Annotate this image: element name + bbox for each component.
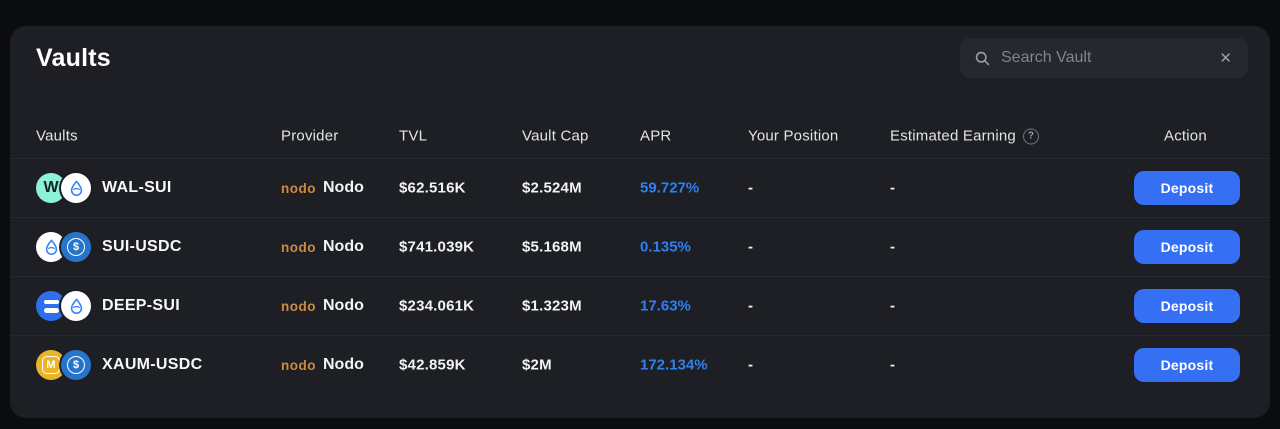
nodo-logo: nodo [281, 357, 316, 373]
table-body: W WAL-SUI nodo Nodo $62.516K $2.524M 59.… [10, 158, 1270, 394]
vault-name-cell: W WAL-SUI [36, 173, 172, 203]
vault-cap-value: $2.524M [522, 179, 582, 197]
table-row: M $ XAUM-USDC nodo Nodo $42.859K $2M 172.… [10, 335, 1270, 394]
vaults-panel: Vaults ✕ Vaults Provider TVL Vault Cap A… [10, 26, 1270, 418]
estimated-earning-value: - [890, 297, 896, 315]
your-position-value: - [748, 179, 754, 197]
page-title: Vaults [36, 44, 111, 72]
vault-cap-value: $5.168M [522, 238, 582, 256]
header-provider: Provider [281, 127, 339, 145]
header-vault-cap: Vault Cap [522, 127, 589, 145]
search-box[interactable]: ✕ [960, 38, 1248, 78]
provider-name: Nodo [323, 179, 364, 196]
vault-name-cell: M $ XAUM-USDC [36, 350, 202, 380]
estimated-earning-value: - [890, 238, 896, 256]
coin-pair: W [36, 173, 91, 203]
search-icon [975, 51, 990, 65]
provider-name: Nodo [323, 297, 364, 314]
tvl-value: $234.061K [399, 297, 475, 315]
vault-name: DEEP-SUI [102, 297, 180, 314]
apr-value: 17.63% [640, 297, 691, 315]
table-header: Vaults Provider TVL Vault Cap APR Your P… [10, 126, 1270, 146]
coin-pair: $ [36, 232, 91, 262]
sui-coin-icon [61, 291, 91, 321]
close-icon[interactable]: ✕ [1219, 49, 1232, 67]
estimated-earning-value: - [890, 356, 896, 374]
vault-name: SUI-USDC [102, 238, 182, 255]
usdc-coin-icon: $ [61, 350, 91, 380]
provider-cell: nodo Nodo [281, 297, 364, 315]
apr-value: 0.135% [640, 238, 691, 256]
tvl-value: $42.859K [399, 356, 466, 374]
search-input[interactable] [1001, 49, 1208, 67]
coin-pair [36, 291, 91, 321]
provider-name: Nodo [323, 356, 364, 373]
apr-value: 172.134% [640, 356, 708, 374]
table-row: W WAL-SUI nodo Nodo $62.516K $2.524M 59.… [10, 158, 1270, 217]
usdc-coin-icon: $ [61, 232, 91, 262]
header-your-position: Your Position [748, 127, 839, 145]
vault-cap-value: $2M [522, 356, 552, 374]
sui-coin-icon [61, 173, 91, 203]
header-action: Action [1164, 127, 1207, 145]
help-icon[interactable]: ? [1022, 128, 1039, 144]
vault-name-cell: $ SUI-USDC [36, 232, 182, 262]
header-estimated-earning: Estimated Earning ? [890, 128, 1039, 145]
apr-value: 59.727% [640, 179, 700, 197]
deposit-button[interactable]: Deposit [1134, 348, 1240, 382]
provider-name: Nodo [323, 238, 364, 255]
header-apr: APR [640, 127, 672, 145]
deposit-button[interactable]: Deposit [1134, 289, 1240, 323]
coin-pair: M $ [36, 350, 91, 380]
nodo-logo: nodo [281, 180, 316, 196]
deposit-button[interactable]: Deposit [1134, 230, 1240, 264]
table-row: $ SUI-USDC nodo Nodo $741.039K $5.168M 0… [10, 217, 1270, 276]
nodo-logo: nodo [281, 239, 316, 255]
vault-name: XAUM-USDC [102, 356, 203, 373]
your-position-value: - [748, 356, 754, 374]
vault-cap-value: $1.323M [522, 297, 582, 315]
tvl-value: $741.039K [399, 238, 475, 256]
header-vaults: Vaults [36, 127, 78, 145]
nodo-logo: nodo [281, 298, 316, 314]
header-tvl: TVL [399, 127, 428, 145]
tvl-value: $62.516K [399, 179, 466, 197]
vault-name: WAL-SUI [102, 179, 172, 196]
your-position-value: - [748, 297, 754, 315]
deposit-button[interactable]: Deposit [1134, 171, 1240, 205]
provider-cell: nodo Nodo [281, 238, 364, 256]
your-position-value: - [748, 238, 754, 256]
provider-cell: nodo Nodo [281, 179, 364, 197]
estimated-earning-value: - [890, 179, 896, 197]
provider-cell: nodo Nodo [281, 356, 364, 374]
table-row: DEEP-SUI nodo Nodo $234.061K $1.323M 17.… [10, 276, 1270, 335]
vault-name-cell: DEEP-SUI [36, 291, 180, 321]
